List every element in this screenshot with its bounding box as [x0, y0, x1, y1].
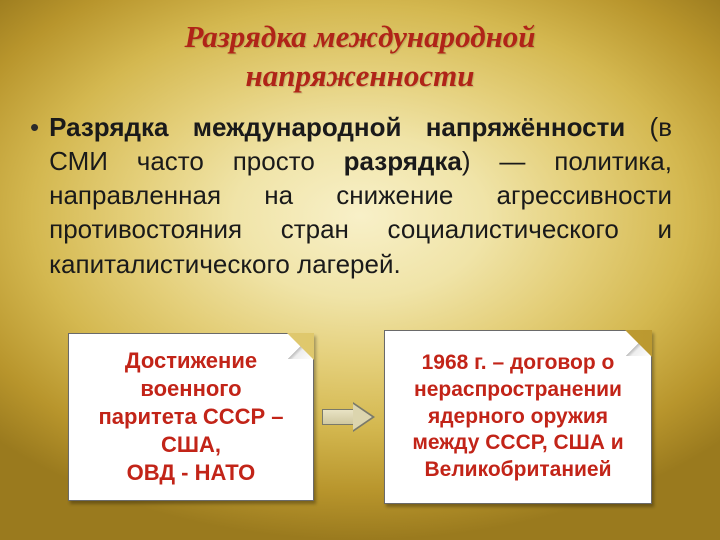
paragraph-text: Разрядка международной напряжённости (в …	[49, 110, 672, 282]
callout-right: 1968 г. – договор онераспространенииядер…	[384, 330, 652, 504]
arrow-right-icon	[322, 402, 376, 432]
callouts-row: Достижениевоенногопаритета СССР –США,ОВД…	[0, 330, 720, 504]
callout-left-text: Достижениевоенногопаритета СССР –США,ОВД…	[98, 347, 283, 488]
bullet-icon: •	[30, 110, 39, 145]
slide-title: Разрядка международной напряженности	[0, 0, 720, 96]
title-line-2: напряженности	[246, 58, 475, 93]
callout-left: Достижениевоенногопаритета СССР –США,ОВД…	[68, 333, 314, 501]
body-paragraph: • Разрядка международной напряжённости (…	[48, 110, 672, 282]
title-line-1: Разрядка международной	[184, 19, 535, 54]
callout-right-text: 1968 г. – договор онераспространенииядер…	[412, 350, 623, 484]
